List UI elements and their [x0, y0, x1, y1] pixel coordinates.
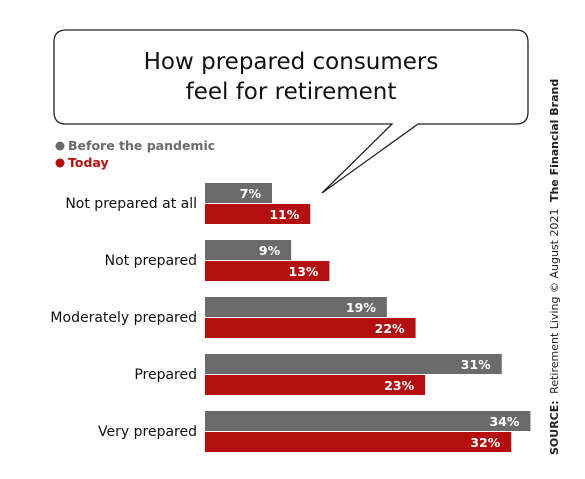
bar-value-today-very-prepared: 32% — [470, 435, 500, 450]
chart-title-line-2: feel for retirement — [186, 79, 397, 105]
legend: Before the pandemic Today — [55, 138, 215, 170]
category-label-not-prepared-at-all: Not prepared at all — [65, 196, 197, 212]
bar-today-prepared — [205, 375, 426, 395]
category-label-moderately-prepared: Moderately prepared — [50, 310, 197, 326]
legend-marker-today — [55, 158, 65, 168]
bar-value-before-the-pandemic-not-prepared-at-all: 7% — [240, 186, 262, 201]
bar-value-before-the-pandemic-moderately-prepared: 19% — [346, 300, 376, 315]
source-brand: The Financial Brand — [548, 79, 561, 202]
source-label: SOURCE: — [548, 400, 561, 455]
bar-value-before-the-pandemic-very-prepared: 34% — [490, 414, 520, 429]
bars-group: Not prepared at all 7% 11% Not prepared 9% 13… — [50, 183, 531, 452]
source-text: Retirement Living © August 2021 — [548, 209, 561, 394]
legend-marker-before — [55, 141, 65, 151]
bar-before-the-pandemic-not-prepared — [205, 240, 292, 260]
bar-today-moderately-prepared — [205, 318, 416, 338]
category-label-not-prepared: Not prepared — [105, 253, 197, 269]
bar-value-today-not-prepared: 13% — [289, 264, 319, 279]
bar-value-before-the-pandemic-prepared: 31% — [461, 357, 491, 372]
bar-today-not-prepared-at-all — [205, 204, 311, 224]
bar-before-the-pandemic-moderately-prepared — [205, 297, 387, 317]
bar-today-not-prepared — [205, 261, 330, 281]
bar-before-the-pandemic-prepared — [205, 354, 502, 374]
title-speech-bubble — [53, 29, 529, 194]
source-note: SOURCE: Retirement Living © August 2021 … — [548, 79, 561, 455]
bar-value-today-moderately-prepared: 22% — [375, 321, 405, 336]
bar-before-the-pandemic-very-prepared — [205, 411, 531, 431]
category-label-very-prepared: Very prepared — [98, 424, 197, 440]
bar-before-the-pandemic-not-prepared-at-all — [205, 183, 272, 203]
bar-value-before-the-pandemic-not-prepared: 9% — [259, 243, 281, 258]
legend-label-today: Today — [68, 155, 109, 170]
category-label-prepared: Prepared — [134, 367, 197, 383]
legend-label-before: Before the pandemic — [68, 138, 215, 153]
chart-title-line-1: How prepared consumers — [144, 49, 439, 75]
bar-today-very-prepared — [205, 432, 512, 452]
bar-value-today-prepared: 23% — [384, 378, 414, 393]
bar-value-today-not-prepared-at-all: 11% — [269, 207, 299, 222]
